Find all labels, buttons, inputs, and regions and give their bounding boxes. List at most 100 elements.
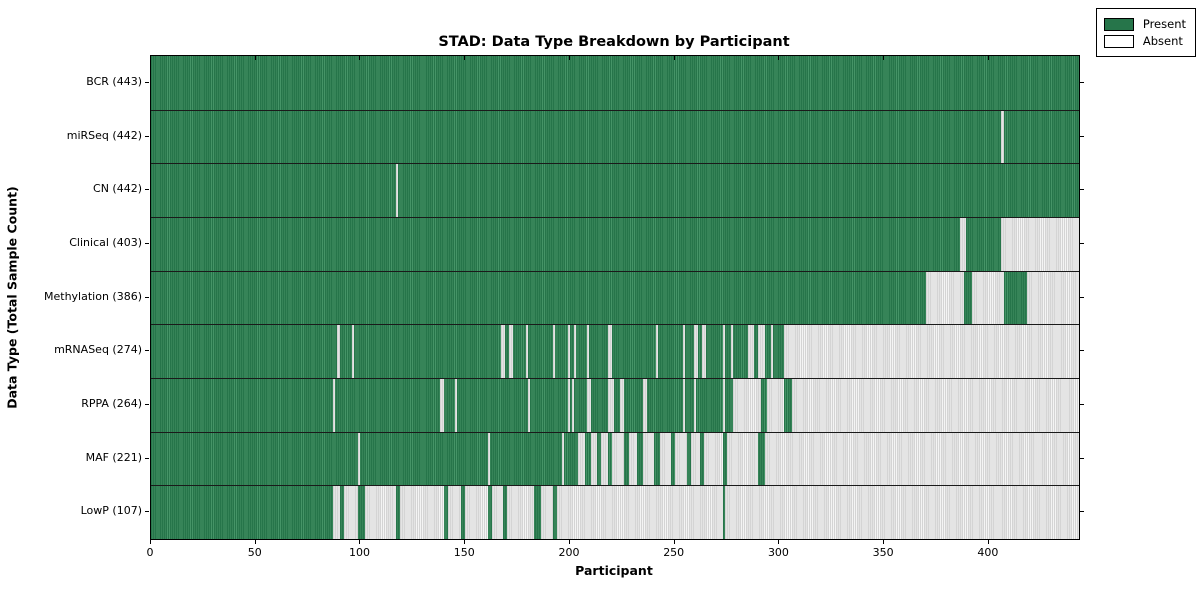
x-tick-mark-top xyxy=(778,56,780,60)
present-cells xyxy=(151,110,1079,164)
x-tick-label-50: 50 xyxy=(247,546,262,559)
heatmap-row-mRNASeq xyxy=(151,324,1079,378)
y-tick-mark xyxy=(145,457,149,459)
x-tick-mark-top xyxy=(987,56,989,60)
absent-cells xyxy=(620,378,625,432)
absent-cells xyxy=(683,378,686,432)
legend-label-present: Present xyxy=(1142,17,1186,31)
absent-cells xyxy=(557,486,723,539)
heatmap-row-BCR xyxy=(151,56,1079,110)
absent-cells xyxy=(448,486,462,539)
absent-cells xyxy=(783,325,1079,378)
absent-cells xyxy=(492,486,503,539)
y-tick-label-LowP: LowP (107) xyxy=(80,504,142,518)
absent-cells xyxy=(691,432,700,486)
y-tick-mark xyxy=(1080,511,1084,513)
y-tick-mark xyxy=(145,350,149,352)
x-tick-label-200: 200 xyxy=(558,546,580,559)
absent-cells xyxy=(561,432,564,486)
absent-cells xyxy=(722,325,725,378)
heatmap-row-RPPA xyxy=(151,377,1079,432)
x-tick-mark-bottom xyxy=(254,540,256,544)
absent-cells xyxy=(567,325,570,378)
x-tick-label-350: 350 xyxy=(872,546,894,559)
x-tick-label-400: 400 xyxy=(977,546,999,559)
y-tick-mark xyxy=(145,81,149,83)
x-tick-mark-top xyxy=(150,56,151,60)
absent-swatch-icon xyxy=(1103,34,1134,48)
present-cells xyxy=(151,217,1079,271)
y-tick-mark xyxy=(1080,81,1084,83)
legend-label-absent: Absent xyxy=(1142,34,1183,48)
y-tick-mark xyxy=(1080,296,1084,298)
absent-cells xyxy=(607,378,614,432)
absent-cells xyxy=(590,432,598,486)
absent-cells xyxy=(567,378,570,432)
legend-entry-present: Present xyxy=(1103,17,1186,31)
absent-cells xyxy=(792,378,1079,432)
x-tick-mark-top xyxy=(464,56,466,60)
absent-cells xyxy=(507,486,535,539)
absent-cells xyxy=(972,271,1004,325)
absent-cells xyxy=(611,432,625,486)
absent-cells xyxy=(748,325,755,378)
y-tick-label-miRSeq: miRSeq (442) xyxy=(66,128,142,142)
y-tick-mark xyxy=(1080,350,1084,352)
x-tick-mark-top xyxy=(359,56,361,60)
absent-cells xyxy=(655,325,658,378)
x-tick-label-100: 100 xyxy=(348,546,370,559)
absent-cells xyxy=(1026,271,1079,325)
y-tick-label-Methylation: Methylation (386) xyxy=(44,289,142,303)
absent-cells xyxy=(766,378,784,432)
absent-cells xyxy=(771,325,774,378)
absent-cells xyxy=(396,164,399,217)
present-cells xyxy=(151,271,1079,325)
y-tick-label-BCR: BCR (443) xyxy=(86,74,142,88)
absent-cells xyxy=(607,325,612,378)
absent-cells xyxy=(758,325,765,378)
absent-cells xyxy=(454,378,457,432)
y-tick-label-MAF: MAF (221) xyxy=(85,450,142,464)
absent-cells xyxy=(727,432,759,486)
absent-cells xyxy=(1001,217,1079,271)
absent-cells xyxy=(693,378,696,432)
absent-cells xyxy=(333,378,336,432)
y-tick-mark xyxy=(1080,242,1084,244)
absent-cells xyxy=(701,325,707,378)
absent-cells xyxy=(337,325,340,378)
absent-cells xyxy=(959,217,966,271)
y-tick-mark xyxy=(145,189,149,191)
absent-cells xyxy=(601,432,608,486)
y-tick-mark xyxy=(1080,135,1084,137)
x-tick-mark-bottom xyxy=(883,540,885,544)
heatmap-row-miRSeq xyxy=(151,109,1079,164)
y-tick-label-Clinical: Clinical (403) xyxy=(69,235,142,249)
legend: Present Absent xyxy=(1095,8,1196,57)
chart-title: STAD: Data Type Breakdown by Participant xyxy=(438,34,790,50)
x-tick-mark-bottom xyxy=(568,540,570,544)
y-tick-mark xyxy=(145,403,149,405)
absent-cells xyxy=(540,486,554,539)
y-tick-label-RPPA: RPPA (264) xyxy=(81,396,142,410)
absent-cells xyxy=(1001,110,1004,164)
absent-cells xyxy=(525,325,529,378)
absent-cells xyxy=(643,378,648,432)
absent-cells xyxy=(628,432,637,486)
absent-cells xyxy=(572,378,575,432)
absent-cells xyxy=(528,378,531,432)
absent-cells xyxy=(704,432,723,486)
x-tick-mark-bottom xyxy=(987,540,989,544)
present-cells xyxy=(151,164,1079,217)
absent-cells xyxy=(400,486,445,539)
absent-cells xyxy=(926,271,964,325)
x-tick-mark-bottom xyxy=(464,540,466,544)
heatmap-row-Methylation xyxy=(151,270,1079,325)
y-tick-mark xyxy=(145,511,149,513)
x-tick-mark-top xyxy=(883,56,885,60)
absent-cells xyxy=(733,378,761,432)
x-tick-mark-bottom xyxy=(150,540,151,544)
absent-cells xyxy=(683,325,686,378)
heatmap-row-LowP xyxy=(151,485,1079,539)
absent-cells xyxy=(364,486,397,539)
x-tick-label-0: 0 xyxy=(146,546,154,559)
